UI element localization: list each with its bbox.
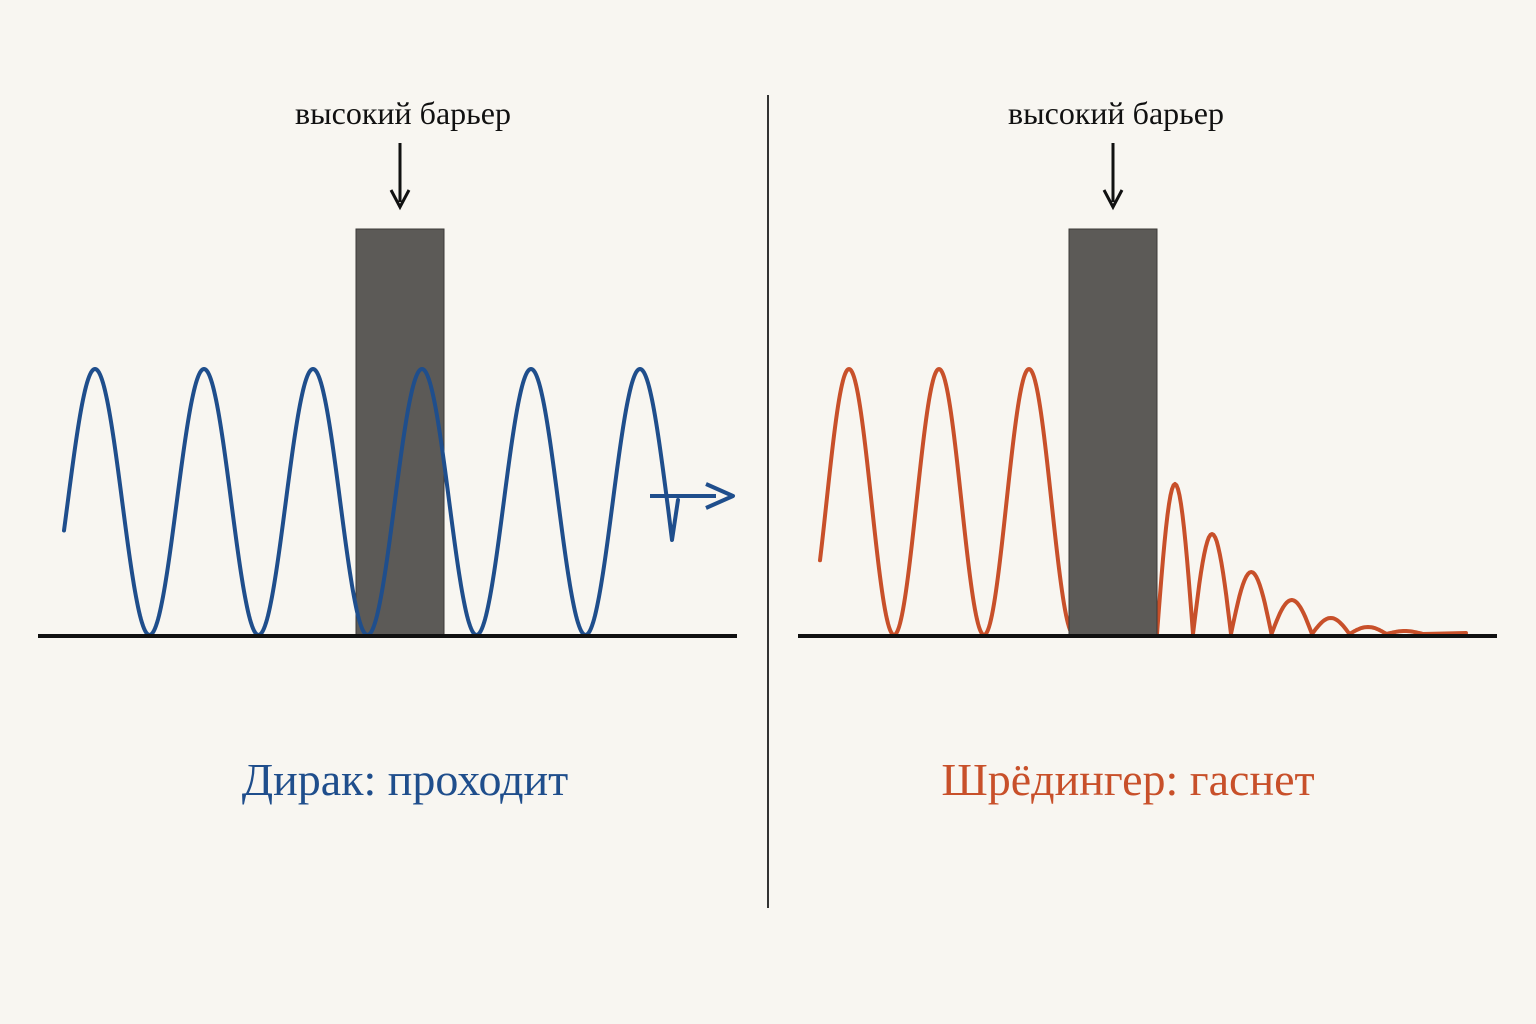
- panel-dirac: высокий барьер Дирак: проходит: [38, 95, 737, 805]
- direction-arrow-dirac: [650, 482, 735, 510]
- caption-schrodinger: Шрёдингер: гаснет: [941, 754, 1314, 805]
- caption-dirac: Дирак: проходит: [242, 754, 569, 805]
- barrier-arrow-dirac: [389, 143, 411, 211]
- wave-schrodinger: [818, 367, 1468, 637]
- barrier-label-schrodinger: высокий барьер: [1008, 95, 1224, 131]
- barrier-arrow-schrodinger: [1102, 143, 1124, 211]
- barrier-dirac: [355, 228, 445, 636]
- barrier-label-dirac: высокий барьер: [295, 95, 511, 131]
- barrier-schrodinger: [1068, 228, 1158, 636]
- panel-schrodinger: высокий барьер Шрёдингер: гаснет: [798, 95, 1497, 805]
